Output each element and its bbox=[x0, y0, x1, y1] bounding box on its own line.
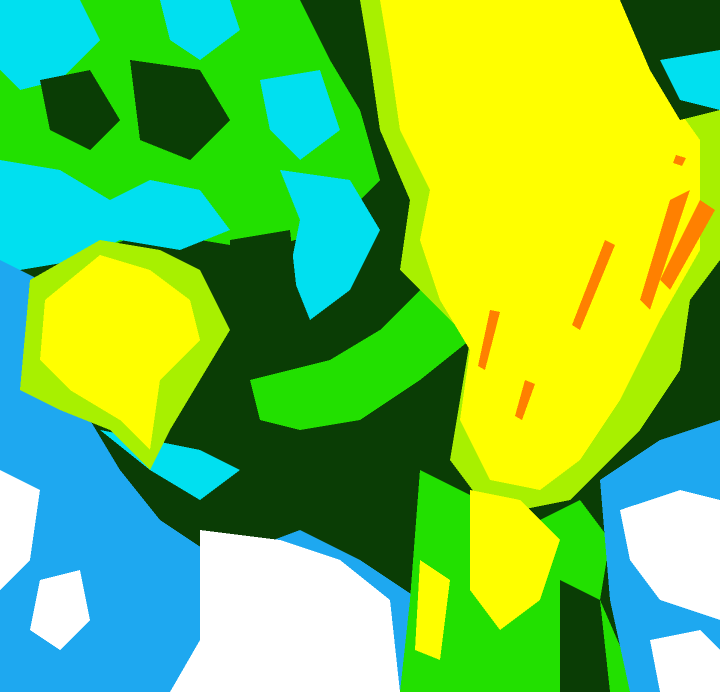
white-region bbox=[170, 530, 400, 692]
cyan-patch bbox=[160, 0, 240, 60]
dark-patch bbox=[130, 60, 230, 160]
yellow-region bbox=[380, 0, 700, 490]
orange-streak bbox=[640, 190, 690, 310]
dark-patch bbox=[560, 580, 610, 692]
dark-patch bbox=[230, 230, 300, 380]
cyan-patch bbox=[260, 70, 340, 160]
green-band bbox=[250, 250, 480, 430]
orange-streak bbox=[572, 240, 615, 330]
cyan-patch bbox=[280, 170, 380, 320]
white-region bbox=[650, 630, 720, 692]
orange-streak bbox=[660, 200, 715, 290]
orange-streak bbox=[478, 310, 500, 370]
yellow-region bbox=[470, 490, 560, 630]
dark-patch bbox=[40, 70, 120, 150]
cyan-patch bbox=[0, 160, 230, 270]
cyan-patch bbox=[660, 50, 720, 110]
orange-streak bbox=[673, 155, 686, 166]
yellow-region bbox=[40, 255, 200, 450]
orange-streak bbox=[515, 380, 535, 420]
white-region bbox=[620, 490, 720, 620]
white-region bbox=[0, 470, 40, 590]
white-region bbox=[30, 570, 90, 650]
yellow-region bbox=[415, 560, 450, 660]
cyan-patch bbox=[0, 0, 100, 90]
